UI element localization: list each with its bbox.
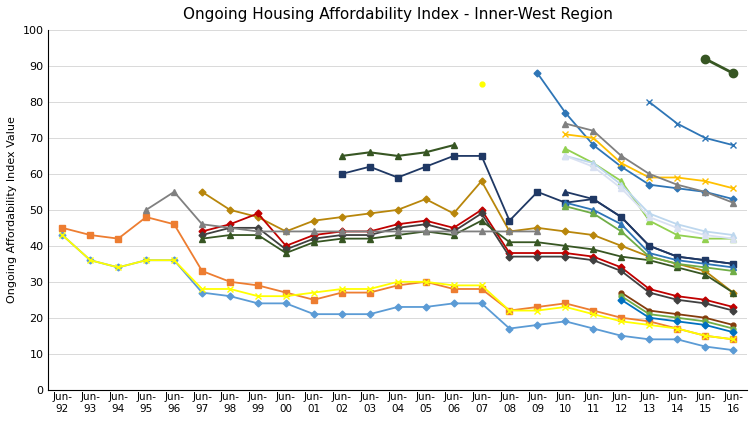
Y-axis label: Ongoing Affordability Index Value: Ongoing Affordability Index Value xyxy=(7,117,17,303)
Title: Ongoing Housing Affordability Index - Inner-West Region: Ongoing Housing Affordability Index - In… xyxy=(182,7,613,22)
